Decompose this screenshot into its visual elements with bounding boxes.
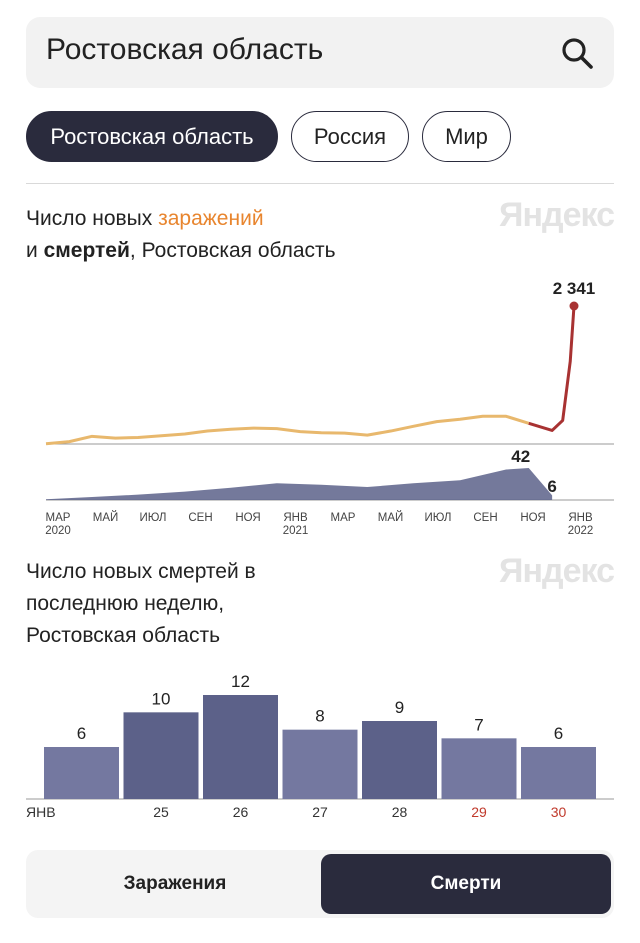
bar-28 [362,721,437,799]
x-tick-label: ЯНВ [568,512,593,524]
bar-tick-label: 29 [471,804,487,820]
title-infections-word: заражений [158,207,264,230]
weekly-deaths-title: Число новых смертей в последнюю неделю, … [26,560,256,647]
region-pill-label: Мир [445,123,488,149]
title-deaths-word: смертей [43,239,130,262]
yandex-watermark: Яндекс [499,552,615,590]
x-tick-label: ИЮЛ [425,512,452,524]
title-text: , Ростовская область [129,239,336,262]
x-tick-label: НОЯ [235,512,260,524]
region-pill-label: Россия [313,123,387,149]
x-tick-year-label: 2022 [568,525,594,537]
bar-tick-label: 26 [233,804,249,820]
bar-value-label: 12 [231,672,250,691]
bar-value-label: 10 [152,689,171,708]
bar-value-label: 6 [554,724,563,743]
region-pill-label: Ростовская область [50,123,254,149]
bar-value-label: 9 [395,698,404,717]
bar-month-label: ЯНВ [26,804,56,820]
divider [26,183,614,184]
tab-label: Смерти [430,873,502,894]
infections-last-point [569,301,579,311]
deaths-peak-label: 42 [511,447,530,466]
infections-series-line [45,414,530,446]
x-tick-label: МАР [46,512,71,524]
x-tick-label: МАЙ [378,511,404,524]
x-tick-label: МАР [331,512,356,524]
bar-25 [123,712,199,799]
deaths-series-area [46,468,553,500]
search-bar[interactable]: Ростовская область [26,17,614,88]
bar-30 [521,747,596,799]
bar-value-label: 7 [474,715,483,734]
x-tick-label: НОЯ [520,512,545,524]
bar-27 [282,729,358,799]
tab-deaths[interactable]: Смерти [321,854,611,914]
bar-29 [441,738,517,799]
region-selector: Ростовская область Россия Мир [26,111,524,164]
x-tick-label: СЕН [473,512,497,524]
bar-24 [44,747,119,799]
x-tick-label: СЕН [188,512,212,524]
bar-value-label: 8 [315,707,324,726]
bar-tick-label: 28 [392,804,408,820]
x-tick-label: ИЮЛ [140,512,167,524]
region-pill-rostov[interactable]: Ростовская область [26,111,278,162]
x-tick-label: МАЙ [93,511,119,524]
weekly-deaths-chart: 6 10 25 12 26 8 27 9 28 7 29 6 30 ЯНВ [26,672,614,820]
bar-tick-label: 30 [551,804,567,820]
x-tick-label: ЯНВ [283,512,308,524]
bar-26 [203,695,278,799]
region-pill-russia[interactable]: Россия [291,111,409,162]
x-tick-year-label: 2020 [45,525,71,537]
yandex-watermark: Яндекс [499,196,615,234]
infections-last-label: 2 341 [553,279,596,298]
tab-label: Заражения [123,873,227,894]
bar-value-label: 6 [77,724,86,743]
title-text: Число новых [26,207,159,230]
metric-tabs: Заражения Смерти [26,850,614,918]
title-text: и [26,239,44,262]
infections-surge-line [528,305,576,432]
bar-tick-label: 25 [153,804,169,820]
tab-infections[interactable]: Заражения [30,854,320,914]
infection-chart-title: Число новых заражений и смертей, Ростовс… [26,203,336,267]
bar-tick-label: 27 [312,804,328,820]
x-tick-year-label: 2021 [283,525,309,537]
deaths-last-label: 6 [547,477,556,496]
region-pill-world[interactable]: Мир [422,111,511,162]
search-input[interactable]: Ростовская область [46,33,324,66]
search-icon[interactable] [560,36,594,70]
